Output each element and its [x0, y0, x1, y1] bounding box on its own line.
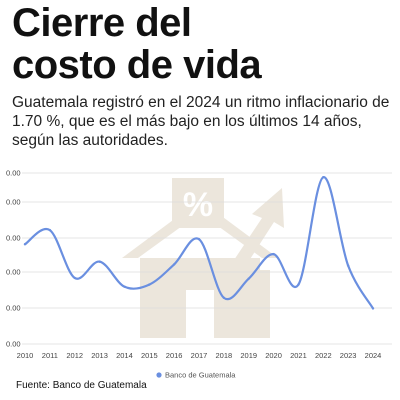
x-tick-label: 2023 — [340, 351, 357, 360]
data-point — [371, 307, 375, 310]
y-tick-label: 0.00 — [6, 268, 21, 277]
data-point — [297, 283, 300, 286]
x-tick-label: 2022 — [315, 351, 332, 360]
title-line-2: costo de vida — [12, 43, 262, 87]
x-tick-label: 2021 — [290, 351, 307, 360]
x-tick-label: 2011 — [42, 351, 58, 360]
x-tick-label: 2019 — [240, 351, 257, 360]
y-tick-label: 0.00 — [6, 234, 21, 243]
data-point — [48, 228, 52, 232]
y-tick-label: 0.00 — [6, 198, 21, 207]
x-tick-label: 2012 — [66, 351, 83, 360]
chart-svg: % 0.00 0.00 0.00 0.00 0.00 0.00 2010 2011 2012 2… — [6, 169, 392, 380]
data-point — [197, 237, 201, 241]
x-tick-label: 2024 — [365, 351, 382, 360]
y-tick-label: 0.00 — [6, 304, 21, 313]
svg-text:%: % — [183, 186, 213, 224]
data-point — [247, 277, 250, 280]
y-tick-label: 0.00 — [6, 169, 21, 178]
legend-label: Banco de Guatemala — [165, 371, 236, 380]
x-tick-label: 2016 — [166, 351, 183, 360]
x-tick-label: 2010 — [17, 351, 34, 360]
data-point — [222, 296, 226, 300]
series-line — [23, 176, 375, 310]
data-point — [172, 263, 176, 266]
inflation-chart: % 0.00 0.00 0.00 0.00 0.00 0.00 2010 2011 2012 2… — [0, 158, 400, 380]
y-tick-label: 0.00 — [6, 340, 21, 349]
page-title: Cierre del costo de vida — [12, 2, 392, 86]
data-point — [123, 285, 126, 288]
house-percent-arrow-icon: % — [122, 178, 284, 338]
x-tick-label: 2013 — [91, 351, 108, 360]
source-note: Fuente: Banco de Guatemala — [16, 380, 147, 391]
x-tick-label: 2020 — [265, 351, 282, 360]
title-line-1: Cierre del — [12, 1, 192, 45]
data-point — [322, 176, 325, 179]
data-point — [73, 276, 76, 280]
x-tick-label: 2015 — [141, 351, 158, 360]
data-point — [346, 264, 350, 267]
legend-marker — [156, 372, 162, 378]
x-tick-label: 2014 — [116, 351, 133, 360]
data-point — [23, 243, 27, 246]
data-point — [148, 283, 151, 286]
subtitle: Guatemala registró en el 2024 un ritmo i… — [12, 94, 390, 149]
x-tick-label: 2017 — [191, 351, 208, 360]
data-point — [98, 260, 101, 263]
x-tick-label: 2018 — [216, 351, 233, 360]
data-point — [272, 252, 275, 256]
